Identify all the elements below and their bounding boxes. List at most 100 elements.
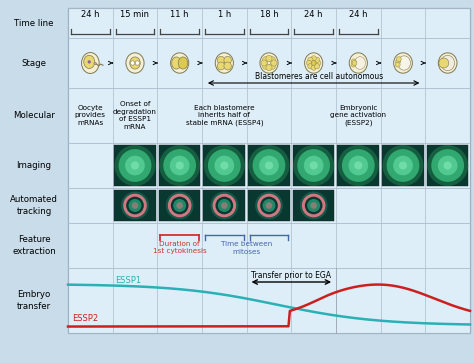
Circle shape bbox=[175, 162, 184, 170]
Circle shape bbox=[166, 192, 193, 220]
Circle shape bbox=[125, 156, 145, 175]
Circle shape bbox=[308, 64, 313, 69]
Circle shape bbox=[221, 202, 228, 209]
Circle shape bbox=[395, 62, 400, 67]
Circle shape bbox=[115, 145, 155, 186]
Circle shape bbox=[348, 156, 368, 175]
Circle shape bbox=[311, 56, 316, 61]
Circle shape bbox=[387, 149, 419, 182]
Text: Transfer prior to EGA: Transfer prior to EGA bbox=[251, 271, 331, 280]
Bar bbox=[427, 145, 468, 186]
Ellipse shape bbox=[130, 57, 140, 69]
Circle shape bbox=[314, 64, 319, 69]
Circle shape bbox=[293, 145, 334, 186]
Circle shape bbox=[263, 57, 269, 63]
Circle shape bbox=[310, 202, 317, 209]
Circle shape bbox=[255, 192, 283, 220]
Circle shape bbox=[121, 192, 149, 220]
Circle shape bbox=[427, 145, 468, 186]
Circle shape bbox=[302, 194, 326, 217]
Text: Time between
mitoses: Time between mitoses bbox=[221, 241, 272, 254]
Text: Embryo
transfer: Embryo transfer bbox=[17, 290, 51, 311]
Ellipse shape bbox=[84, 55, 95, 69]
Circle shape bbox=[310, 162, 318, 170]
Circle shape bbox=[218, 199, 231, 212]
Ellipse shape bbox=[438, 53, 457, 73]
Circle shape bbox=[261, 60, 267, 66]
Bar bbox=[382, 145, 424, 186]
Circle shape bbox=[438, 156, 457, 175]
Ellipse shape bbox=[217, 62, 225, 70]
Circle shape bbox=[354, 162, 363, 170]
Circle shape bbox=[300, 192, 328, 220]
Bar bbox=[248, 190, 290, 221]
Ellipse shape bbox=[224, 62, 231, 70]
Text: Embryonic
gene activation
(ESSP2): Embryonic gene activation (ESSP2) bbox=[330, 105, 386, 126]
Circle shape bbox=[132, 202, 138, 209]
Ellipse shape bbox=[215, 53, 233, 73]
Circle shape bbox=[260, 197, 278, 214]
Bar bbox=[159, 190, 201, 221]
Circle shape bbox=[393, 156, 413, 175]
Text: ESSP2: ESSP2 bbox=[72, 314, 98, 323]
Circle shape bbox=[338, 145, 379, 186]
Circle shape bbox=[210, 192, 238, 220]
Circle shape bbox=[269, 57, 275, 63]
Bar bbox=[114, 190, 156, 221]
Ellipse shape bbox=[398, 56, 410, 70]
Circle shape bbox=[311, 65, 316, 70]
Circle shape bbox=[215, 156, 234, 175]
Circle shape bbox=[396, 57, 401, 62]
Circle shape bbox=[204, 145, 245, 186]
Circle shape bbox=[135, 61, 140, 65]
Bar bbox=[203, 190, 245, 221]
Text: Duration of
1st cytokinesis: Duration of 1st cytokinesis bbox=[153, 241, 207, 254]
Text: Time line: Time line bbox=[14, 19, 54, 28]
Circle shape bbox=[171, 197, 189, 214]
Bar bbox=[114, 145, 156, 186]
Text: 24 h: 24 h bbox=[304, 10, 323, 19]
Circle shape bbox=[163, 149, 196, 182]
Bar bbox=[203, 145, 245, 186]
Ellipse shape bbox=[260, 53, 278, 73]
Circle shape bbox=[351, 59, 356, 64]
Text: 24 h: 24 h bbox=[81, 10, 100, 19]
Text: Each blastomere
inherits half of
stable mRNA (ESSP4): Each blastomere inherits half of stable … bbox=[185, 105, 263, 126]
Circle shape bbox=[307, 199, 320, 212]
Ellipse shape bbox=[217, 56, 225, 64]
Bar bbox=[337, 145, 379, 186]
Ellipse shape bbox=[441, 55, 455, 71]
Ellipse shape bbox=[224, 56, 231, 64]
Text: Stage: Stage bbox=[21, 58, 46, 68]
Ellipse shape bbox=[355, 57, 365, 69]
Ellipse shape bbox=[171, 53, 189, 73]
Text: 11 h: 11 h bbox=[171, 10, 189, 19]
Bar bbox=[293, 190, 335, 221]
Circle shape bbox=[266, 202, 272, 209]
Circle shape bbox=[265, 162, 273, 170]
Circle shape bbox=[308, 57, 313, 62]
Circle shape bbox=[170, 156, 190, 175]
Circle shape bbox=[342, 149, 375, 182]
Circle shape bbox=[212, 194, 236, 217]
Circle shape bbox=[168, 194, 191, 217]
Text: Onset of
degradation
of ESSP1
mRNA: Onset of degradation of ESSP1 mRNA bbox=[113, 101, 157, 130]
Bar bbox=[68, 8, 470, 333]
Circle shape bbox=[88, 60, 91, 64]
Circle shape bbox=[316, 60, 321, 66]
Circle shape bbox=[383, 145, 423, 186]
Ellipse shape bbox=[393, 53, 412, 73]
Circle shape bbox=[130, 61, 135, 65]
Circle shape bbox=[297, 149, 330, 182]
Circle shape bbox=[305, 197, 322, 214]
Bar bbox=[293, 145, 335, 186]
Ellipse shape bbox=[172, 57, 181, 69]
Circle shape bbox=[396, 59, 401, 64]
Bar bbox=[159, 145, 201, 186]
Circle shape bbox=[216, 197, 233, 214]
Circle shape bbox=[220, 162, 228, 170]
Ellipse shape bbox=[94, 62, 97, 65]
Circle shape bbox=[128, 199, 141, 212]
Circle shape bbox=[266, 65, 272, 71]
Text: 24 h: 24 h bbox=[349, 10, 367, 19]
